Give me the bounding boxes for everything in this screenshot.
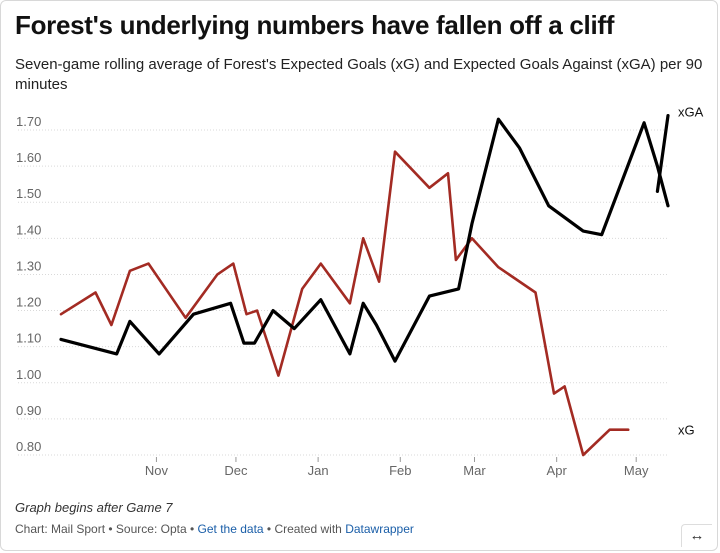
y-tick-label: 1.50	[16, 186, 41, 201]
x-axis-ticks: Nov Dec Jan Feb Mar Apr May	[145, 457, 649, 478]
y-tick-label: 1.70	[16, 114, 41, 129]
footer-created-with: Created with	[274, 522, 342, 536]
chart-title: Forest's underlying numbers have fallen …	[15, 10, 615, 40]
series-line-xga	[59, 117, 670, 363]
x-tick-label: Mar	[463, 463, 486, 478]
expand-icon[interactable]: ↔	[681, 524, 712, 547]
y-tick-label: 1.40	[16, 222, 41, 237]
y-tick-label: 0.80	[16, 439, 41, 454]
y-tick-label: 1.00	[16, 367, 41, 382]
x-tick-label: May	[624, 463, 649, 478]
gridlines	[18, 129, 668, 456]
y-tick-label: 1.30	[16, 258, 41, 273]
line-chart: 1.70 1.60 1.50 1.40 1.30 1.20 1.10 1.00 0.90 0.80…	[16, 105, 704, 478]
series-label: xGA	[678, 105, 704, 120]
series-labels: xGA xG	[678, 105, 704, 438]
x-tick-label: Dec	[224, 463, 248, 478]
x-tick-label: Nov	[145, 463, 169, 478]
series-lines	[59, 113, 670, 457]
y-tick-label: 1.10	[16, 331, 41, 346]
x-tick-label: Jan	[308, 463, 329, 478]
chart-note: Graph begins after Game 7	[15, 500, 173, 515]
x-tick-label: Apr	[547, 463, 568, 478]
y-tick-label: 0.90	[16, 403, 41, 418]
x-tick-label: Feb	[389, 463, 411, 478]
y-tick-label: 1.20	[16, 295, 41, 310]
footer-chart-credit: Chart: Mail Sport	[15, 522, 106, 536]
get-the-data-link[interactable]: Get the data	[197, 522, 264, 536]
series-line-xga-end	[655, 113, 670, 193]
y-tick-label: 1.60	[16, 150, 41, 165]
series-label: xG	[678, 423, 695, 438]
chart-subtitle: Seven-game rolling average of Forest's E…	[15, 56, 703, 93]
y-axis-ticks: 1.70 1.60 1.50 1.40 1.30 1.20 1.10 1.00 0.90 0.80	[16, 114, 41, 454]
footer-source: Source: Opta	[115, 522, 187, 536]
datawrapper-link[interactable]: Datawrapper	[345, 522, 414, 536]
chart-footer: Chart: Mail Sport • Source: Opta • Get t…	[15, 522, 414, 536]
series-line-xg	[59, 150, 630, 457]
